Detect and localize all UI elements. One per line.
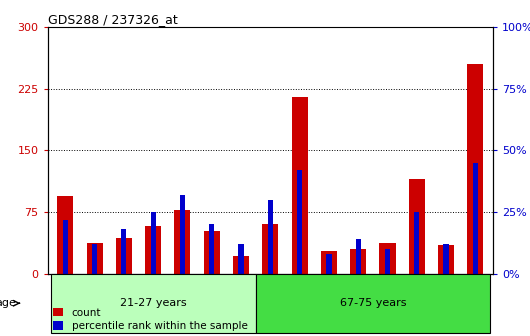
Bar (414, 212, 419, 274)
Bar (350, 249, 366, 274)
Bar (116, 239, 132, 274)
Bar (57, 196, 73, 274)
Bar (233, 256, 249, 274)
Bar (321, 251, 337, 274)
Bar (262, 224, 278, 274)
Bar (326, 254, 332, 274)
Bar (180, 195, 185, 274)
Bar (297, 170, 302, 274)
Bar (268, 200, 273, 274)
Text: GDS288 / 237326_at: GDS288 / 237326_at (48, 13, 178, 26)
Bar (174, 210, 190, 274)
Bar (92, 244, 97, 274)
Bar (385, 249, 390, 274)
Text: age: age (0, 298, 16, 308)
Bar (292, 97, 307, 274)
Bar (438, 245, 454, 274)
Bar (145, 226, 161, 274)
Bar (209, 224, 214, 274)
Bar (467, 64, 483, 274)
Bar (86, 243, 103, 274)
Bar (255, 274, 490, 333)
Bar (238, 244, 244, 274)
Bar (444, 244, 449, 274)
Bar (204, 231, 220, 274)
Text: 21-27 years: 21-27 years (120, 298, 187, 308)
Bar (121, 229, 127, 274)
Text: 67-75 years: 67-75 years (340, 298, 406, 308)
Bar (379, 243, 395, 274)
Bar (151, 212, 156, 274)
Bar (356, 239, 361, 274)
Bar (63, 219, 68, 274)
Legend: count, percentile rank within the sample: count, percentile rank within the sample (53, 308, 248, 331)
Bar (409, 179, 425, 274)
Bar (473, 163, 478, 274)
Bar (51, 274, 255, 333)
